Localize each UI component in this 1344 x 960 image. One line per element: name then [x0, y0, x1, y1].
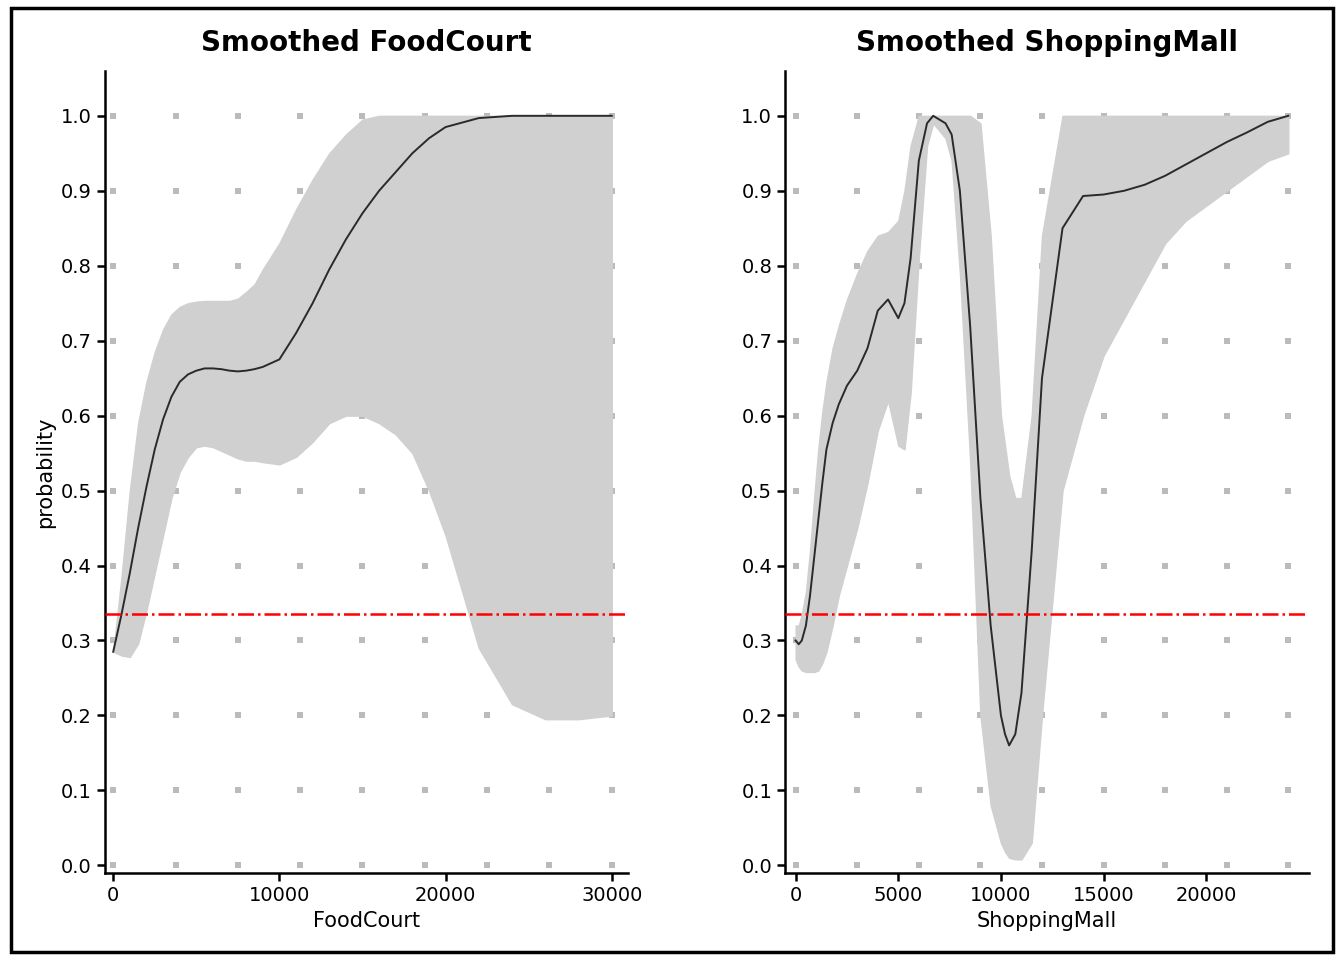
X-axis label: FoodCourt: FoodCourt: [313, 911, 421, 930]
Title: Smoothed FoodCourt: Smoothed FoodCourt: [202, 30, 532, 58]
Title: Smoothed ShoppingMall: Smoothed ShoppingMall: [856, 30, 1238, 58]
Y-axis label: probability: probability: [35, 416, 55, 528]
X-axis label: ShoppingMall: ShoppingMall: [977, 911, 1117, 930]
